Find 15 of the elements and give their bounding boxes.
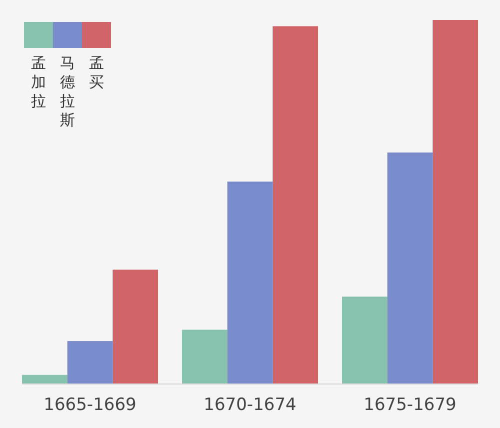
- bar: [67, 341, 113, 384]
- legend-label: 孟买: [89, 54, 104, 91]
- x-tick-label: 1665-1669: [44, 395, 136, 416]
- bar: [112, 270, 158, 384]
- bar: [182, 330, 228, 384]
- bar: [342, 296, 388, 384]
- legend-label: 孟加拉: [31, 54, 46, 110]
- x-tick-label: 1670-1674: [204, 395, 296, 416]
- bar: [272, 26, 318, 384]
- bar: [227, 182, 273, 384]
- legend-label: 马德拉斯: [60, 54, 75, 129]
- bar: [22, 374, 68, 384]
- bar: [432, 20, 478, 384]
- x-tick-label: 1675-1679: [364, 395, 456, 416]
- bar: [387, 152, 433, 384]
